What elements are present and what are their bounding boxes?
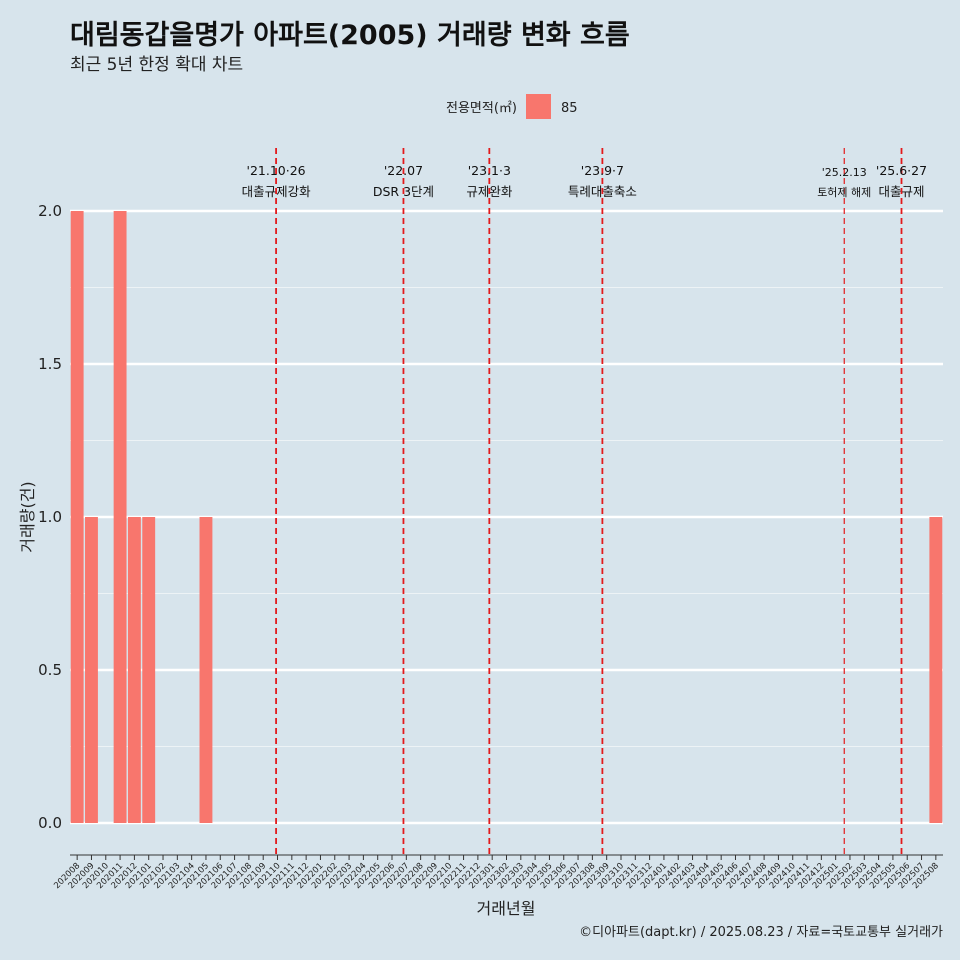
bar <box>199 517 213 823</box>
legend-swatch <box>526 94 551 119</box>
legend: 전용면적(㎡) 85 <box>446 94 578 119</box>
bar <box>929 517 943 823</box>
bar <box>113 211 127 823</box>
event-date-label: '23.1·3 <box>468 163 511 178</box>
legend-label: 85 <box>561 101 578 116</box>
y-tick-label: 0.5 <box>38 661 62 679</box>
event-name-label: 대출규제강화 <box>242 184 312 199</box>
caption: ©디아파트(dapt.kr) / 2025.08.23 / 자료=국토교통부 실… <box>579 925 943 940</box>
event-name-label: DSR 3단계 <box>373 184 434 199</box>
y-tick-label: 1.5 <box>38 355 62 373</box>
y-tick-label: 1.0 <box>38 508 62 526</box>
bar <box>70 211 84 823</box>
event-date-label: '25.6·27 <box>876 163 927 178</box>
event-name-label: 규제완화 <box>466 184 513 199</box>
event-name-label: 대출규제 <box>878 184 924 199</box>
event-date-label: '23.9·7 <box>581 163 624 178</box>
event-date-label: '25.2.13 <box>822 166 867 179</box>
y-axis-title: 거래량(건) <box>18 481 37 552</box>
bars <box>70 211 943 823</box>
event-name-label: 토허제 해제 <box>817 185 871 199</box>
legend-title: 전용면적(㎡) <box>446 101 517 116</box>
event-name-label: 특례대출축소 <box>568 184 637 199</box>
event-date-label: '22.07 <box>384 163 423 178</box>
y-axis-ticks: 0.0 0.5 1.0 1.5 2.0 <box>38 202 62 832</box>
y-tick-label: 2.0 <box>38 202 62 220</box>
event-date-label: '21.10·26 <box>247 163 306 178</box>
x-axis-title: 거래년월 <box>477 899 536 918</box>
gridlines <box>70 209 943 825</box>
chart-title: 대림동갑을명가 아파트(2005) 거래량 변화 흐름 <box>70 20 630 51</box>
bar <box>127 517 141 823</box>
bar <box>142 517 156 823</box>
event-lines: '21.10·26 대출규제강화 '22.07 DSR 3단계 '23.1·3 규제완화 '… <box>242 148 927 855</box>
bar <box>85 517 98 823</box>
y-tick-label: 0.0 <box>38 814 62 832</box>
chart-subtitle: 최근 5년 한정 확대 차트 <box>70 55 243 75</box>
